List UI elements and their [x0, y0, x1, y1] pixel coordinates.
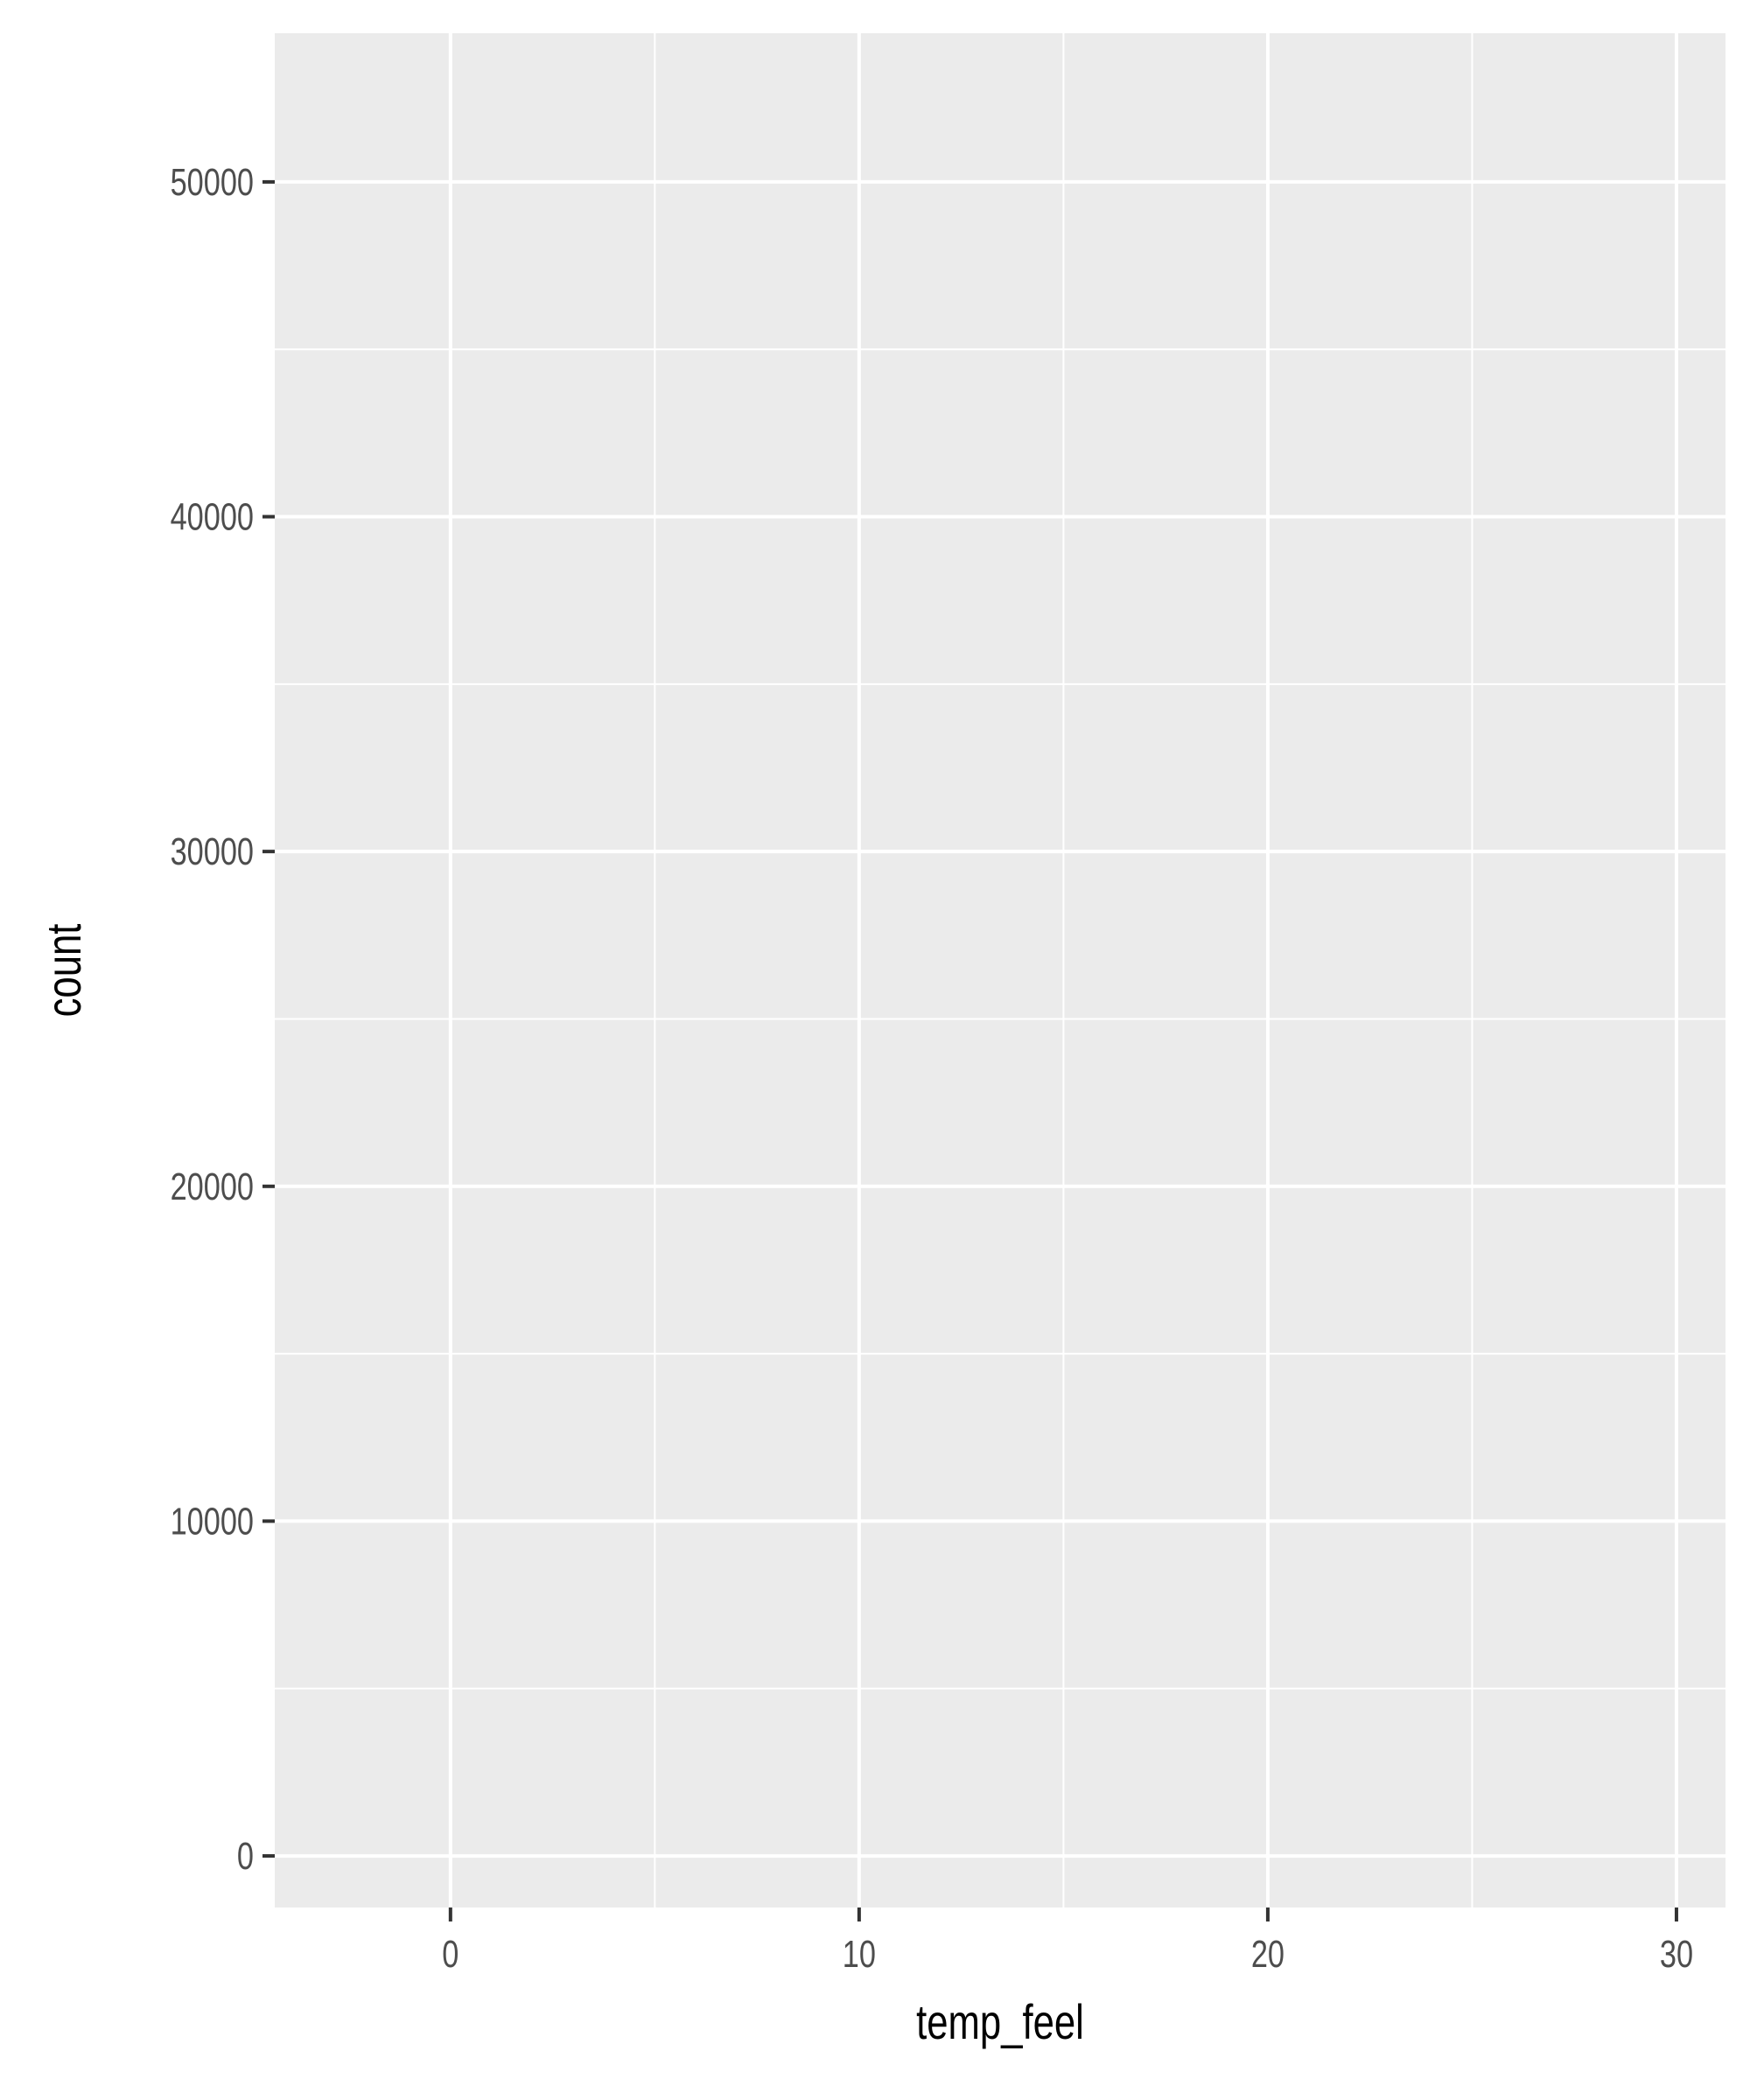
- y-tick-label: 0: [237, 1835, 254, 1878]
- plot-panel: [275, 33, 1726, 1908]
- x-tick-label: 30: [1660, 1933, 1693, 1976]
- x-tick-label: 0: [442, 1933, 458, 1976]
- y-tick-label: 20000: [171, 1166, 254, 1208]
- y-tick-label: 30000: [171, 830, 254, 873]
- y-axis-title: count: [37, 924, 91, 1018]
- grid-lines: [275, 33, 1726, 1908]
- y-tick-label: 10000: [171, 1500, 254, 1543]
- y-tick-label: 40000: [171, 495, 254, 538]
- axis-ticks: 0 10000 20000 30000 40000 50000 0 10 20 30: [171, 161, 1693, 1976]
- y-tick-label: 50000: [171, 161, 254, 204]
- x-axis-title: temp_feel: [916, 1995, 1084, 2049]
- x-tick-label: 20: [1251, 1933, 1284, 1976]
- x-tick-label: 10: [843, 1933, 876, 1976]
